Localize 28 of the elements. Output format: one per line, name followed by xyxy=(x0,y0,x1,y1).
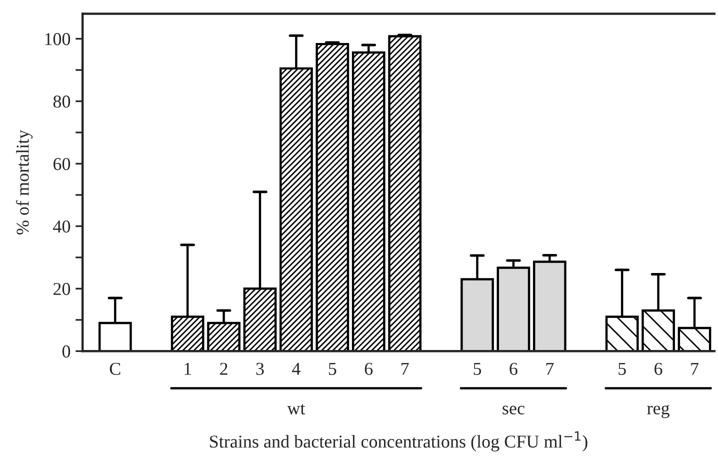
x-tick-label: C xyxy=(110,362,120,375)
bar xyxy=(532,260,566,352)
y-tick-label: 80 xyxy=(53,95,70,108)
y-tick-label: 40 xyxy=(53,220,70,233)
x-tick-label: 5 xyxy=(618,362,626,375)
x-tick-label: 3 xyxy=(256,362,264,375)
x-tick-label: 7 xyxy=(402,362,409,375)
x-tick-label: 6 xyxy=(654,362,662,375)
text: sec xyxy=(502,406,524,414)
y-axis-title: % of mortality xyxy=(16,130,33,234)
x-tick-label: 7 xyxy=(546,362,554,375)
x-tick-label: 7 xyxy=(691,362,698,375)
x-tick-label: 4 xyxy=(292,362,300,375)
x-tick-label: 6 xyxy=(364,362,373,375)
x-axis-title: Strains and bacterial concentrations (log CFU ml$^{−1}$) xyxy=(210,431,588,452)
text: wt xyxy=(287,404,306,414)
y-tick-label: 20 xyxy=(54,282,70,296)
x-tick-label: 5 xyxy=(474,362,482,375)
text: reg xyxy=(647,404,670,418)
y-tick-label: 100 xyxy=(45,33,70,46)
x-tick-label: 6 xyxy=(510,362,518,375)
x-tick-label: 1 xyxy=(184,362,192,375)
y-tick-label: 60 xyxy=(53,158,70,170)
bar xyxy=(316,42,350,352)
x-tick-label: 5 xyxy=(328,362,336,375)
x-tick-label: 2 xyxy=(220,362,228,375)
bar xyxy=(388,35,422,352)
y-tick-label: 0 xyxy=(62,345,70,358)
